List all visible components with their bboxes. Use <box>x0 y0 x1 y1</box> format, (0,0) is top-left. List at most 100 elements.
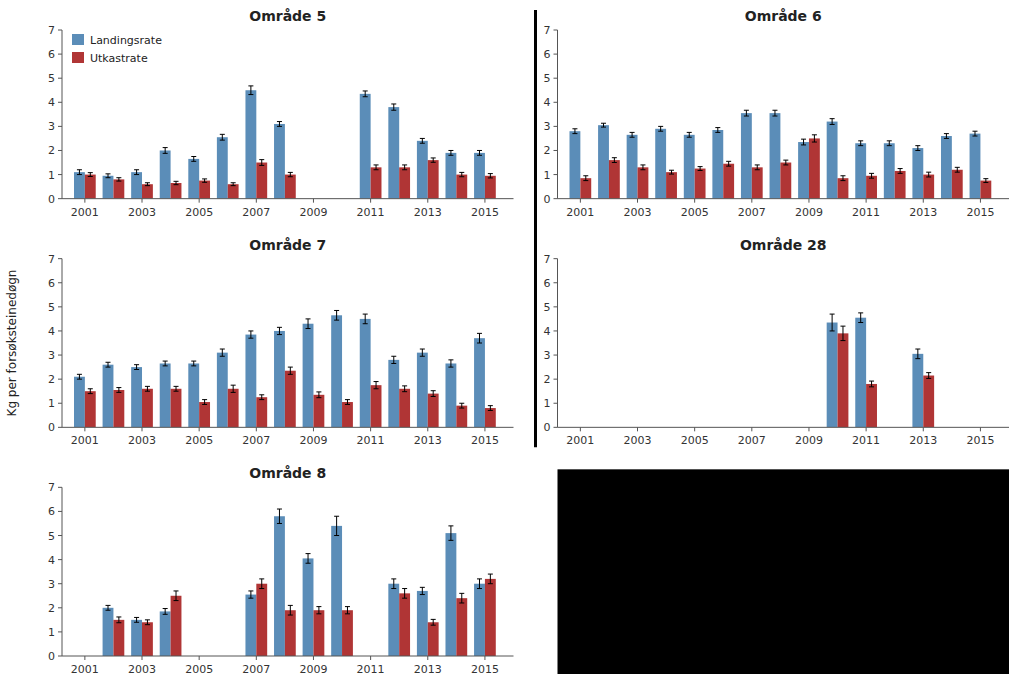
error-bar <box>374 165 379 170</box>
error-line <box>222 134 223 140</box>
bar <box>428 160 439 199</box>
y-axis <box>62 30 63 199</box>
error-bar <box>955 167 960 172</box>
bar <box>655 129 666 199</box>
error-cap <box>477 578 482 579</box>
x-tick <box>199 656 200 660</box>
error-bar <box>163 361 168 366</box>
error-line <box>404 386 405 392</box>
x-tick-label: 2011 <box>357 663 385 676</box>
y-tick-label: 4 <box>544 96 551 109</box>
bar <box>303 324 314 428</box>
error-cap <box>259 399 264 400</box>
x-tick <box>427 427 428 431</box>
error-line <box>108 362 109 367</box>
bar <box>274 516 285 656</box>
error-cap <box>630 132 635 133</box>
error-bar <box>202 400 207 405</box>
y-tick <box>554 30 558 31</box>
bar <box>827 122 838 199</box>
error-bar <box>116 178 121 181</box>
error-cap <box>698 170 703 171</box>
error-cap <box>448 367 453 368</box>
y-tick-label: 2 <box>544 373 551 386</box>
error-line <box>336 516 337 535</box>
error-line <box>193 157 194 162</box>
error-bar <box>220 134 225 140</box>
error-line <box>490 574 491 584</box>
error-cap <box>220 356 225 357</box>
error-cap <box>448 525 453 526</box>
error-line <box>433 619 434 625</box>
panel: 0123456720012003200520072009201120132015… <box>48 465 514 676</box>
x-tick-label: 2013 <box>414 434 442 447</box>
plot-area <box>103 509 496 656</box>
error-cap <box>431 390 436 391</box>
error-cap <box>812 134 817 135</box>
error-line <box>461 593 462 603</box>
error-bar <box>972 131 977 136</box>
error-cap <box>926 172 931 173</box>
error-bar <box>583 176 588 181</box>
error-cap <box>334 535 339 536</box>
bar <box>256 163 267 199</box>
error-line <box>290 605 291 615</box>
error-cap <box>248 338 253 339</box>
x-tick <box>199 199 200 203</box>
y-tick-label: 1 <box>48 169 55 182</box>
error-cap <box>402 391 407 392</box>
y-tick <box>58 330 62 331</box>
error-cap <box>488 410 493 411</box>
error-line <box>193 361 194 366</box>
error-cap <box>448 359 453 360</box>
error-bar <box>88 389 93 394</box>
error-bar <box>248 331 253 338</box>
x-tick <box>751 427 752 431</box>
error-line <box>79 374 80 379</box>
error-line <box>118 617 119 623</box>
bar <box>188 363 199 427</box>
error-bar <box>277 327 282 334</box>
y-tick-label: 7 <box>48 481 55 494</box>
error-cap <box>145 619 150 620</box>
x-tick-label: 2009 <box>795 434 823 447</box>
error-cap <box>220 140 225 141</box>
bar <box>371 385 382 427</box>
error-cap <box>869 381 874 382</box>
error-bar <box>134 617 139 622</box>
error-cap <box>420 143 425 144</box>
y-tick <box>58 258 62 259</box>
error-cap <box>926 176 931 177</box>
error-bar <box>830 119 835 125</box>
error-cap <box>391 588 396 589</box>
error-line <box>871 381 872 387</box>
bar <box>456 175 467 199</box>
error-cap <box>459 176 464 177</box>
bar <box>866 384 877 427</box>
error-line <box>461 172 462 176</box>
error-cap <box>374 164 379 165</box>
error-bar <box>448 150 453 155</box>
legend-label: Utkastrate <box>90 52 148 65</box>
error-cap <box>231 392 236 393</box>
x-tick-label: 2001 <box>71 206 99 219</box>
error-cap <box>374 388 379 389</box>
error-cap <box>163 614 168 615</box>
error-bar <box>459 403 464 408</box>
error-cap <box>191 365 196 366</box>
x-tick <box>484 199 485 203</box>
error-cap <box>191 161 196 162</box>
error-cap <box>345 404 350 405</box>
error-bar <box>755 165 760 170</box>
plot-area <box>74 310 496 427</box>
error-bar <box>248 591 253 598</box>
error-cap <box>106 362 111 363</box>
error-line <box>136 170 137 175</box>
error-bar <box>116 388 121 393</box>
legend: LandingsrateUtkastrate <box>72 34 162 65</box>
y-tick <box>58 583 62 584</box>
error-cap <box>116 622 121 623</box>
bar <box>912 148 923 199</box>
y-tick-label: 5 <box>48 530 55 543</box>
x-tick-label: 2015 <box>471 206 499 219</box>
